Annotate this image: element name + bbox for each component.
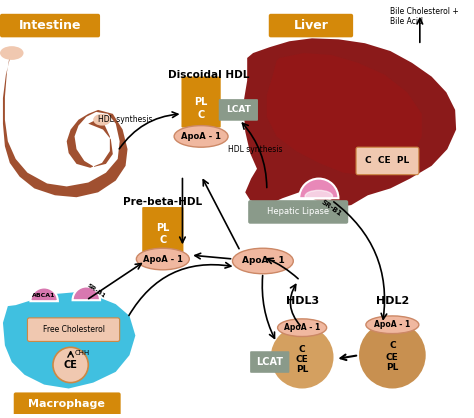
Text: C  CE  PL: C CE PL <box>365 156 410 166</box>
Text: Bile Cholesterol +: Bile Cholesterol + <box>391 8 459 16</box>
Text: Hepatic Lipase: Hepatic Lipase <box>267 207 329 217</box>
FancyBboxPatch shape <box>250 351 289 373</box>
Text: ABCA1: ABCA1 <box>32 293 56 298</box>
FancyBboxPatch shape <box>219 99 258 121</box>
Text: CE: CE <box>296 354 309 364</box>
Text: ApoA - 1: ApoA - 1 <box>143 255 183 263</box>
Wedge shape <box>73 286 100 300</box>
FancyBboxPatch shape <box>182 76 221 127</box>
Text: Intestine: Intestine <box>19 19 81 32</box>
Text: ApoA - 1: ApoA - 1 <box>242 257 284 265</box>
Text: ApoA - 1: ApoA - 1 <box>374 320 410 329</box>
Circle shape <box>271 326 334 388</box>
FancyBboxPatch shape <box>356 147 419 175</box>
Polygon shape <box>267 53 422 176</box>
Text: PL: PL <box>156 223 170 233</box>
FancyBboxPatch shape <box>142 207 183 252</box>
Text: PL: PL <box>296 365 308 375</box>
Text: ApoA - 1: ApoA - 1 <box>181 132 221 141</box>
Text: SR-B1: SR-B1 <box>86 283 106 300</box>
FancyBboxPatch shape <box>0 14 100 37</box>
Wedge shape <box>30 288 58 301</box>
Text: CE: CE <box>64 360 78 370</box>
Ellipse shape <box>232 248 293 274</box>
Text: Discoidal HDL: Discoidal HDL <box>168 70 250 79</box>
Text: Macrophage: Macrophage <box>28 399 105 409</box>
FancyBboxPatch shape <box>27 318 119 342</box>
Text: C: C <box>198 110 205 120</box>
Circle shape <box>359 322 426 388</box>
Ellipse shape <box>137 248 189 270</box>
Text: LCAT: LCAT <box>226 105 251 115</box>
Polygon shape <box>243 38 456 208</box>
Ellipse shape <box>305 190 333 202</box>
Text: Pre-beta-HDL: Pre-beta-HDL <box>123 197 202 207</box>
Text: CHH: CHH <box>74 350 90 356</box>
Text: C: C <box>299 345 305 354</box>
Ellipse shape <box>93 114 111 126</box>
Polygon shape <box>3 292 136 388</box>
Text: Liver: Liver <box>293 19 328 32</box>
Ellipse shape <box>366 316 419 334</box>
Text: HDL synthesis: HDL synthesis <box>98 115 153 124</box>
Text: HDL3: HDL3 <box>285 296 319 306</box>
Text: Bile Acid: Bile Acid <box>391 17 423 26</box>
Text: PL: PL <box>194 97 208 107</box>
Circle shape <box>53 347 88 382</box>
Text: C: C <box>389 341 396 350</box>
Text: CE: CE <box>386 353 399 362</box>
Text: C: C <box>159 235 166 245</box>
FancyBboxPatch shape <box>14 393 121 416</box>
FancyBboxPatch shape <box>248 200 348 224</box>
Text: PL: PL <box>386 363 399 372</box>
Text: ApoA - 1: ApoA - 1 <box>284 323 320 332</box>
Text: LCAT: LCAT <box>256 357 283 367</box>
Ellipse shape <box>174 126 228 147</box>
Wedge shape <box>299 178 338 198</box>
Text: Free Cholesterol: Free Cholesterol <box>43 325 105 334</box>
Ellipse shape <box>0 46 24 60</box>
Text: HDL synthesis: HDL synthesis <box>228 145 283 154</box>
FancyBboxPatch shape <box>269 14 353 37</box>
Text: SR-B1: SR-B1 <box>320 199 343 217</box>
Ellipse shape <box>278 319 327 336</box>
Polygon shape <box>3 53 128 197</box>
Text: HDL2: HDL2 <box>376 296 409 306</box>
